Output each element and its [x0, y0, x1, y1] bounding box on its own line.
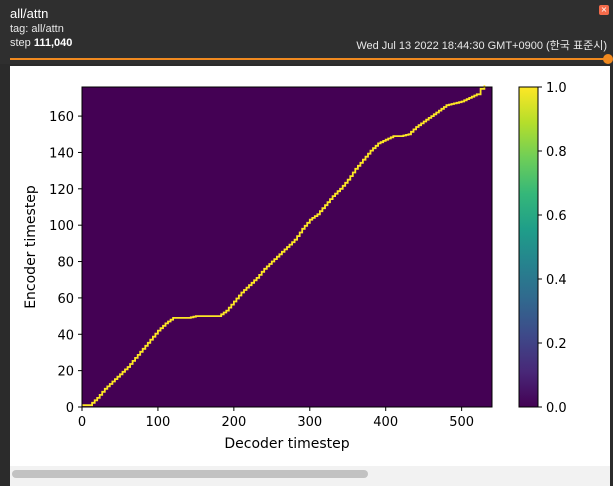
scrollbar-thumb[interactable]: [12, 470, 368, 478]
colorbar-tick-label: 0.0: [546, 401, 567, 416]
y-tick-label: 80: [57, 256, 74, 271]
card-header: all/attn tag: all/attn step 111,040 Wed …: [0, 0, 613, 64]
y-axis-label: Encoder timestep: [23, 185, 39, 309]
x-tick-label: 500: [449, 415, 474, 430]
y-tick-label: 60: [57, 292, 74, 307]
colorbar-tick-label: 0.8: [546, 145, 567, 160]
y-tick-label: 40: [57, 328, 74, 343]
card-title: all/attn: [10, 6, 49, 21]
tag-line: tag: all/attn: [10, 23, 64, 35]
step-line: step 111,040: [10, 37, 72, 49]
horizontal-scrollbar[interactable]: [10, 466, 610, 486]
x-tick-label: 100: [146, 415, 171, 430]
plot-frame: [81, 86, 493, 408]
y-tick-label: 20: [57, 365, 74, 380]
y-tick-label: 100: [49, 219, 74, 234]
colorbar-tick-label: 0.4: [546, 273, 567, 288]
slider-thumb[interactable]: [603, 54, 613, 64]
alignment-line: [82, 85, 486, 407]
y-tick-label: 160: [49, 110, 74, 125]
x-tick-label: 400: [373, 415, 398, 430]
colorbar-tick-label: 0.6: [546, 209, 567, 224]
x-tick-label: 300: [297, 415, 322, 430]
slider-track[interactable]: [10, 58, 610, 60]
colorbar: [518, 86, 539, 408]
colorbar-tick-label: 1.0: [546, 81, 567, 96]
y-tick-label: 140: [49, 146, 74, 161]
x-axis-label: Decoder timestep: [224, 436, 349, 452]
step-value: 111,040: [33, 37, 73, 49]
step-slider[interactable]: [10, 54, 613, 64]
colorbar-tick-label: 0.2: [546, 337, 567, 352]
x-tick-label: 200: [221, 415, 246, 430]
y-tick-label: 0: [66, 401, 74, 416]
step-label: step: [10, 37, 31, 49]
x-tick-label: 0: [78, 415, 86, 430]
y-tick-label: 120: [49, 183, 74, 198]
attention-heatmap-chart: 0 100 200 300 400 500 0 20 40 60 80 100 120 140 160 De…: [23, 81, 567, 452]
timestamp: Wed Jul 13 2022 18:44:30 GMT+0900 (한국 표준…: [356, 40, 607, 52]
close-icon[interactable]: ×: [599, 5, 609, 15]
plot-area: 0 100 200 300 400 500 0 20 40 60 80 100 120 140 160 De…: [10, 66, 610, 466]
